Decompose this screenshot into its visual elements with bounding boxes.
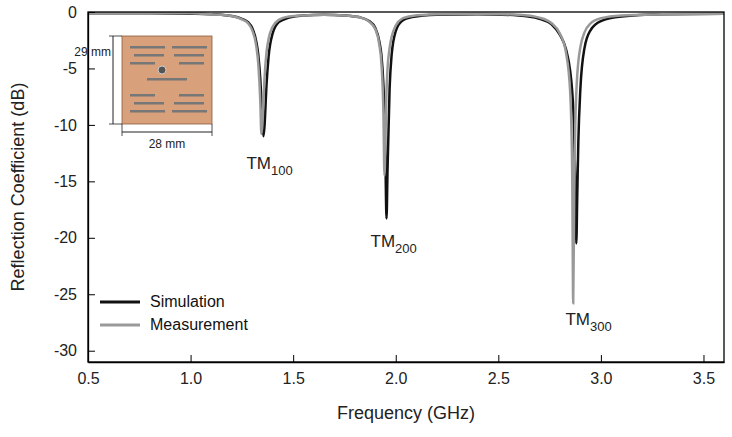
inset-dimension	[109, 36, 122, 37]
tick-label: -5	[63, 60, 77, 77]
tick-mark	[88, 181, 95, 182]
tick-mark	[293, 355, 294, 362]
y-axis-title: Reflection Coefficient (dB)	[8, 83, 28, 292]
tick: -15	[54, 173, 95, 190]
inset-slot	[179, 94, 204, 97]
tick-label: -30	[54, 342, 77, 359]
tick-mark	[88, 238, 95, 239]
inset-dimension	[122, 124, 123, 136]
annotation: TM300	[565, 310, 611, 334]
inset-label: 28 mm	[149, 137, 186, 151]
inset-slot	[172, 46, 207, 49]
tick: -10	[54, 117, 95, 134]
legend-label: Simulation	[150, 293, 225, 310]
tick: 2.5	[488, 355, 510, 387]
tick-label: 3.5	[693, 370, 715, 387]
tick-label: 0	[68, 4, 77, 21]
inset-slot	[130, 46, 165, 49]
tick: 2.0	[385, 355, 407, 387]
annotation: TM200	[371, 232, 417, 256]
tick: -30	[54, 342, 95, 359]
inset-slot	[172, 110, 207, 113]
inset-dimension	[122, 132, 212, 133]
tick-mark	[601, 355, 602, 362]
tick-mark	[88, 68, 95, 69]
tick: 1.0	[180, 355, 202, 387]
legend-swatch	[100, 301, 140, 304]
tick-label: 1.5	[283, 370, 305, 387]
inset-dimension	[109, 124, 122, 125]
tick-mark	[191, 355, 192, 362]
tick: 0	[68, 4, 95, 21]
tick-mark	[396, 355, 397, 362]
annotation-text: TM	[246, 154, 271, 173]
inset-slot	[130, 110, 165, 113]
tick-mark	[703, 355, 704, 362]
inset: 29 mm 28 mm	[74, 36, 212, 151]
tick-mark	[498, 355, 499, 362]
tick-label: 0.5	[77, 370, 99, 387]
inset-photo	[122, 36, 212, 124]
inset-dimension	[212, 124, 213, 136]
chart: 0.5 1.0 1.5 2.0 2.5 3.0 3.5 0 -5 -10 -15 -20 -25 -30 F…	[0, 0, 732, 437]
legend: Simulation Measurement	[100, 293, 248, 333]
axis-line	[88, 13, 89, 363]
tick-label: 1.0	[180, 370, 202, 387]
x-axis-title: Frequency (GHz)	[337, 403, 475, 423]
inset-slot	[134, 102, 164, 105]
inset-slot	[130, 94, 155, 97]
annotation: TM100	[246, 154, 292, 178]
annotation-subscript: 100	[271, 163, 293, 178]
annotation-subscript: 200	[395, 241, 417, 256]
tick-label: -10	[54, 117, 77, 134]
plot-frame	[88, 12, 724, 362]
tick-mark	[88, 351, 95, 352]
tick: -5	[63, 60, 95, 77]
tick: 3.5	[693, 355, 715, 387]
tick-label: 2.0	[385, 370, 407, 387]
legend-label: Measurement	[150, 316, 248, 333]
legend-swatch	[100, 324, 140, 327]
x-axis: 0.5 1.0 1.5 2.0 2.5 3.0 3.5	[77, 355, 724, 387]
inset-feed	[158, 66, 166, 74]
tick-label: -15	[54, 173, 77, 190]
inset-slot	[134, 54, 164, 57]
tick-label: 3.0	[590, 370, 612, 387]
inset-slot	[147, 78, 187, 81]
tick: -20	[54, 229, 95, 246]
inset-slot	[174, 54, 204, 57]
series-line	[88, 13, 724, 303]
tick-mark	[88, 12, 95, 13]
annotation-text: TM	[371, 232, 396, 251]
annotation-subscript: 300	[590, 319, 612, 334]
tick-label: 2.5	[488, 370, 510, 387]
tick: -25	[54, 286, 95, 303]
tick: 3.0	[590, 355, 612, 387]
tick-label: -20	[54, 229, 77, 246]
inset-slot	[130, 62, 155, 65]
inset-slot	[179, 62, 204, 65]
inset-label: 29 mm	[74, 45, 111, 59]
inset-slot	[174, 102, 204, 105]
axis-line	[89, 362, 725, 363]
tick-mark	[88, 294, 95, 295]
annotation-text: TM	[565, 310, 590, 329]
plot-lines	[88, 13, 724, 303]
tick-mark	[88, 125, 95, 126]
series-line	[88, 13, 724, 243]
inset-dimension	[113, 36, 114, 124]
tick-label: -25	[54, 286, 77, 303]
tick: 1.5	[283, 355, 305, 387]
